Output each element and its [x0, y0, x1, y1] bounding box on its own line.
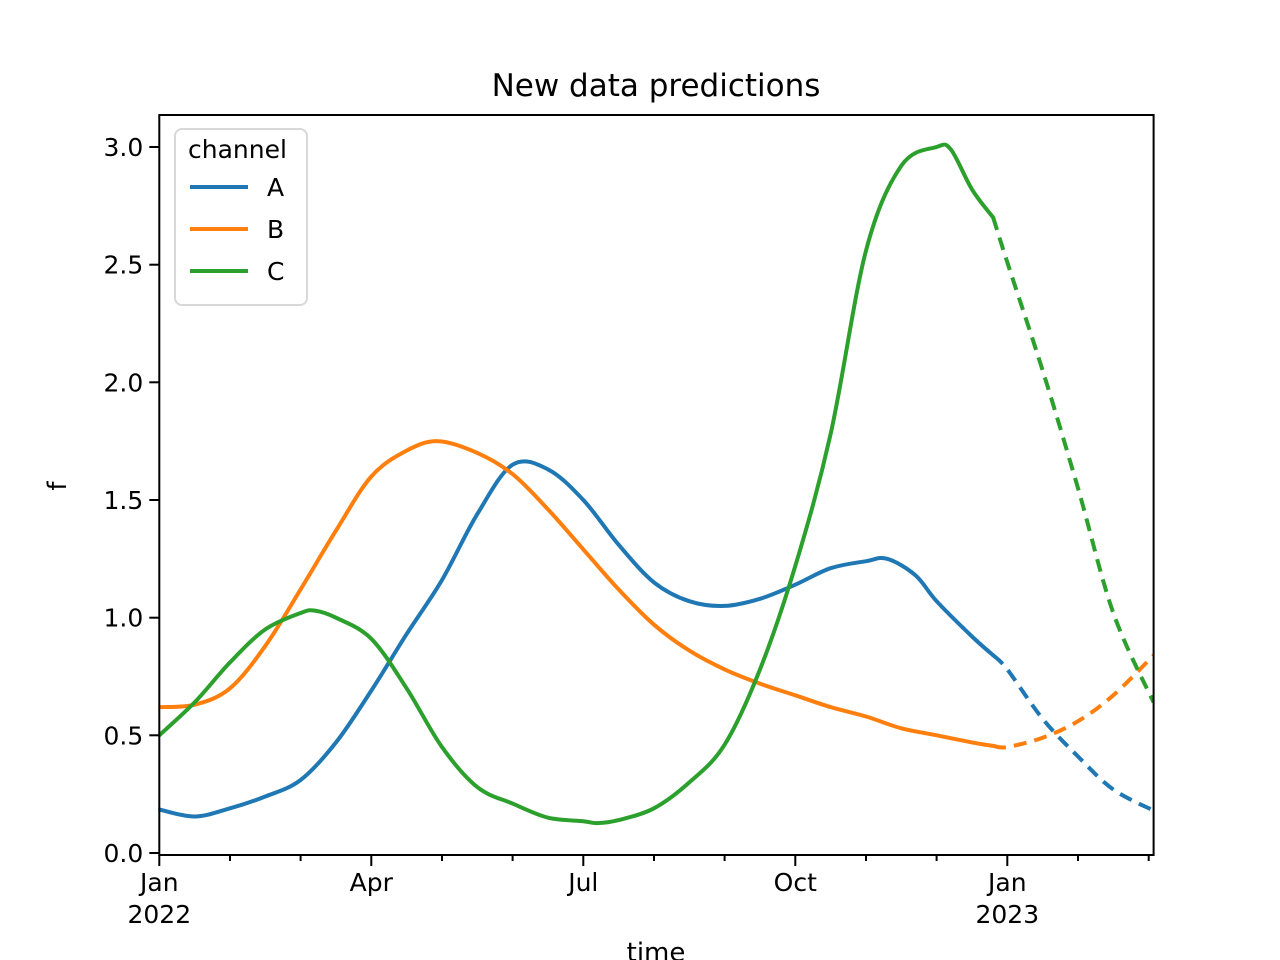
legend-row-b: B [186, 208, 296, 250]
x-tick-label: Jul [566, 868, 598, 897]
x-axis-label: time [626, 938, 686, 960]
series-b-line-swatch [190, 227, 248, 231]
y-axis-label: f [43, 481, 73, 491]
axes-box [158, 114, 1155, 856]
y-tick-label: 1.5 [104, 486, 144, 515]
series-line-a-history [158, 459, 996, 819]
y-tick-label: 2.0 [104, 368, 144, 397]
x-tick-label: Oct [774, 868, 817, 897]
y-tick-label: 3.0 [104, 133, 144, 162]
legend: channel A B C [174, 128, 308, 306]
legend-title: channel [188, 135, 287, 164]
y-tick-label: 0.0 [104, 839, 144, 868]
y-tick-label: 1.0 [104, 604, 144, 633]
series-c-line-swatch [190, 269, 248, 273]
chart-title: New data predictions [491, 68, 821, 104]
series-line-c-history [158, 142, 996, 826]
series-line-b-forecast [992, 653, 1155, 750]
legend-row-a: A [186, 166, 296, 208]
series-line-c-forecast [991, 216, 1155, 704]
y-tick-label: 0.5 [104, 721, 144, 750]
series-line-a-forecast [991, 653, 1155, 813]
x-tick-label: Apr [350, 868, 394, 897]
x-tick-label: 2023 [975, 900, 1039, 929]
series-line-b-history [158, 439, 996, 748]
legend-row-c: C [186, 250, 296, 292]
y-tick-label: 2.5 [104, 251, 144, 280]
series-b-label: B [267, 214, 285, 244]
series-a-label: A [267, 172, 285, 202]
x-tick-label: 2022 [127, 900, 191, 929]
x-tick-label: Jan [986, 868, 1027, 897]
x-tick-label: Jan [138, 868, 179, 897]
series-c-label: C [267, 256, 285, 286]
series-a-line-swatch [190, 185, 248, 189]
